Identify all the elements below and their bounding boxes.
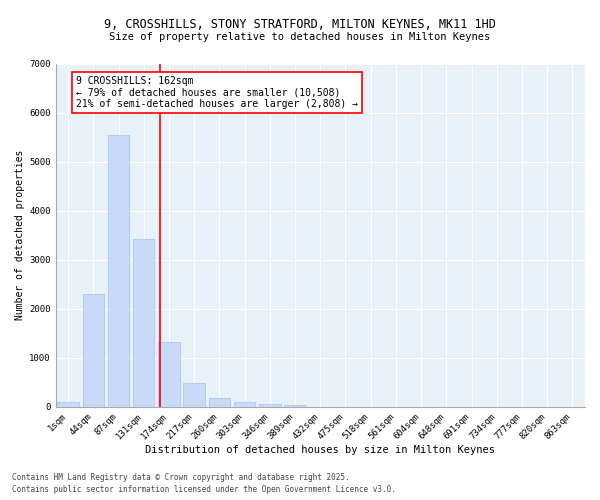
Bar [133, 239, 154, 407]
Bar [184, 383, 205, 407]
Text: 9 CROSSHILLS: 162sqm
← 79% of detached houses are smaller (10,508)
21% of semi-d: 9 CROSSHILLS: 162sqm ← 79% of detached h… [76, 76, 358, 109]
Bar [234, 402, 256, 407]
X-axis label: Distribution of detached houses by size in Milton Keynes: Distribution of detached houses by size … [145, 445, 495, 455]
Bar [108, 134, 129, 407]
Bar [158, 342, 180, 407]
Bar [284, 406, 306, 407]
Text: Size of property relative to detached houses in Milton Keynes: Size of property relative to detached ho… [109, 32, 491, 42]
Bar [58, 402, 79, 407]
Text: 9, CROSSHILLS, STONY STRATFORD, MILTON KEYNES, MK11 1HD: 9, CROSSHILLS, STONY STRATFORD, MILTON K… [104, 18, 496, 30]
Bar [209, 398, 230, 407]
Text: Contains HM Land Registry data © Crown copyright and database right 2025.: Contains HM Land Registry data © Crown c… [12, 472, 350, 482]
Bar [259, 404, 281, 407]
Text: Contains public sector information licensed under the Open Government Licence v3: Contains public sector information licen… [12, 485, 396, 494]
Bar [83, 294, 104, 407]
Y-axis label: Number of detached properties: Number of detached properties [15, 150, 25, 320]
